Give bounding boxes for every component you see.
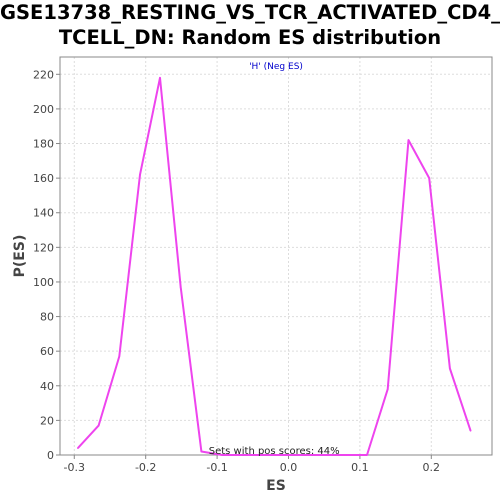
y-tick-label: 160: [33, 172, 54, 185]
data-point: [241, 454, 244, 456]
data-point: [449, 367, 451, 370]
y-axis-label: P(ES): [12, 235, 28, 278]
y-tick-label: 220: [33, 68, 54, 81]
x-tick-label: -0.3: [64, 461, 85, 474]
plot-area: [59, 56, 493, 456]
x-tick-label: -0.1: [206, 461, 227, 474]
x-axis-ticks: -0.3 -0.2 -0.1 0.0 0.1 0.2: [64, 455, 441, 474]
data-point: [77, 447, 79, 449]
x-tick-label: 0.0: [280, 461, 298, 474]
data-point: [366, 454, 368, 456]
y-tick-label: 180: [33, 138, 54, 151]
data-point: [221, 454, 223, 456]
x-axis-label: ES: [266, 478, 286, 494]
data-point: [324, 454, 327, 456]
data-point: [97, 424, 100, 427]
y-tick-label: 20: [40, 414, 54, 427]
x-tick-label: 0.1: [351, 461, 369, 474]
data-point: [407, 139, 410, 141]
data-point: [118, 355, 121, 358]
grid-lines: [60, 57, 492, 456]
x-tick-label: 0.2: [423, 461, 441, 474]
series-marks: [77, 76, 472, 456]
y-tick-label: 60: [40, 345, 54, 358]
y-tick-label: 100: [33, 276, 54, 289]
data-point: [304, 454, 306, 456]
data-point: [200, 450, 203, 453]
y-tick-label: 140: [33, 207, 54, 220]
pos-scores-annotation: Sets with pos scores: 44%: [209, 446, 340, 457]
chart-title: GSE13738_RESTING_VS_TCR_ACTIVATED_CD4_ T…: [0, 0, 500, 50]
y-tick-label: 80: [40, 311, 54, 324]
data-point: [386, 388, 389, 391]
data-point: [139, 173, 141, 176]
series-line: [77, 76, 472, 456]
data-point: [159, 76, 161, 79]
data-point: [283, 454, 286, 456]
data-point: [469, 429, 472, 432]
legend-label: 'H' (Neg ES): [249, 62, 303, 72]
x-tick-label: -0.2: [135, 461, 156, 474]
y-tick-label: 40: [40, 380, 54, 393]
data-point: [179, 286, 182, 288]
data-point: [262, 454, 265, 456]
chart-title-line-2: TCELL_DN: Random ES distribution: [58, 26, 442, 49]
chart-title-line-1: GSE13738_RESTING_VS_TCR_ACTIVATED_CD4_: [0, 1, 500, 24]
y-tick-label: 200: [33, 103, 54, 116]
data-point: [345, 454, 348, 456]
y-tick-label: 120: [33, 241, 54, 254]
data-point: [428, 177, 430, 179]
y-axis-ticks: 0 20 40 60 80 100 120 140 160 180 200 220: [33, 68, 60, 462]
y-tick-label: 0: [47, 449, 54, 462]
